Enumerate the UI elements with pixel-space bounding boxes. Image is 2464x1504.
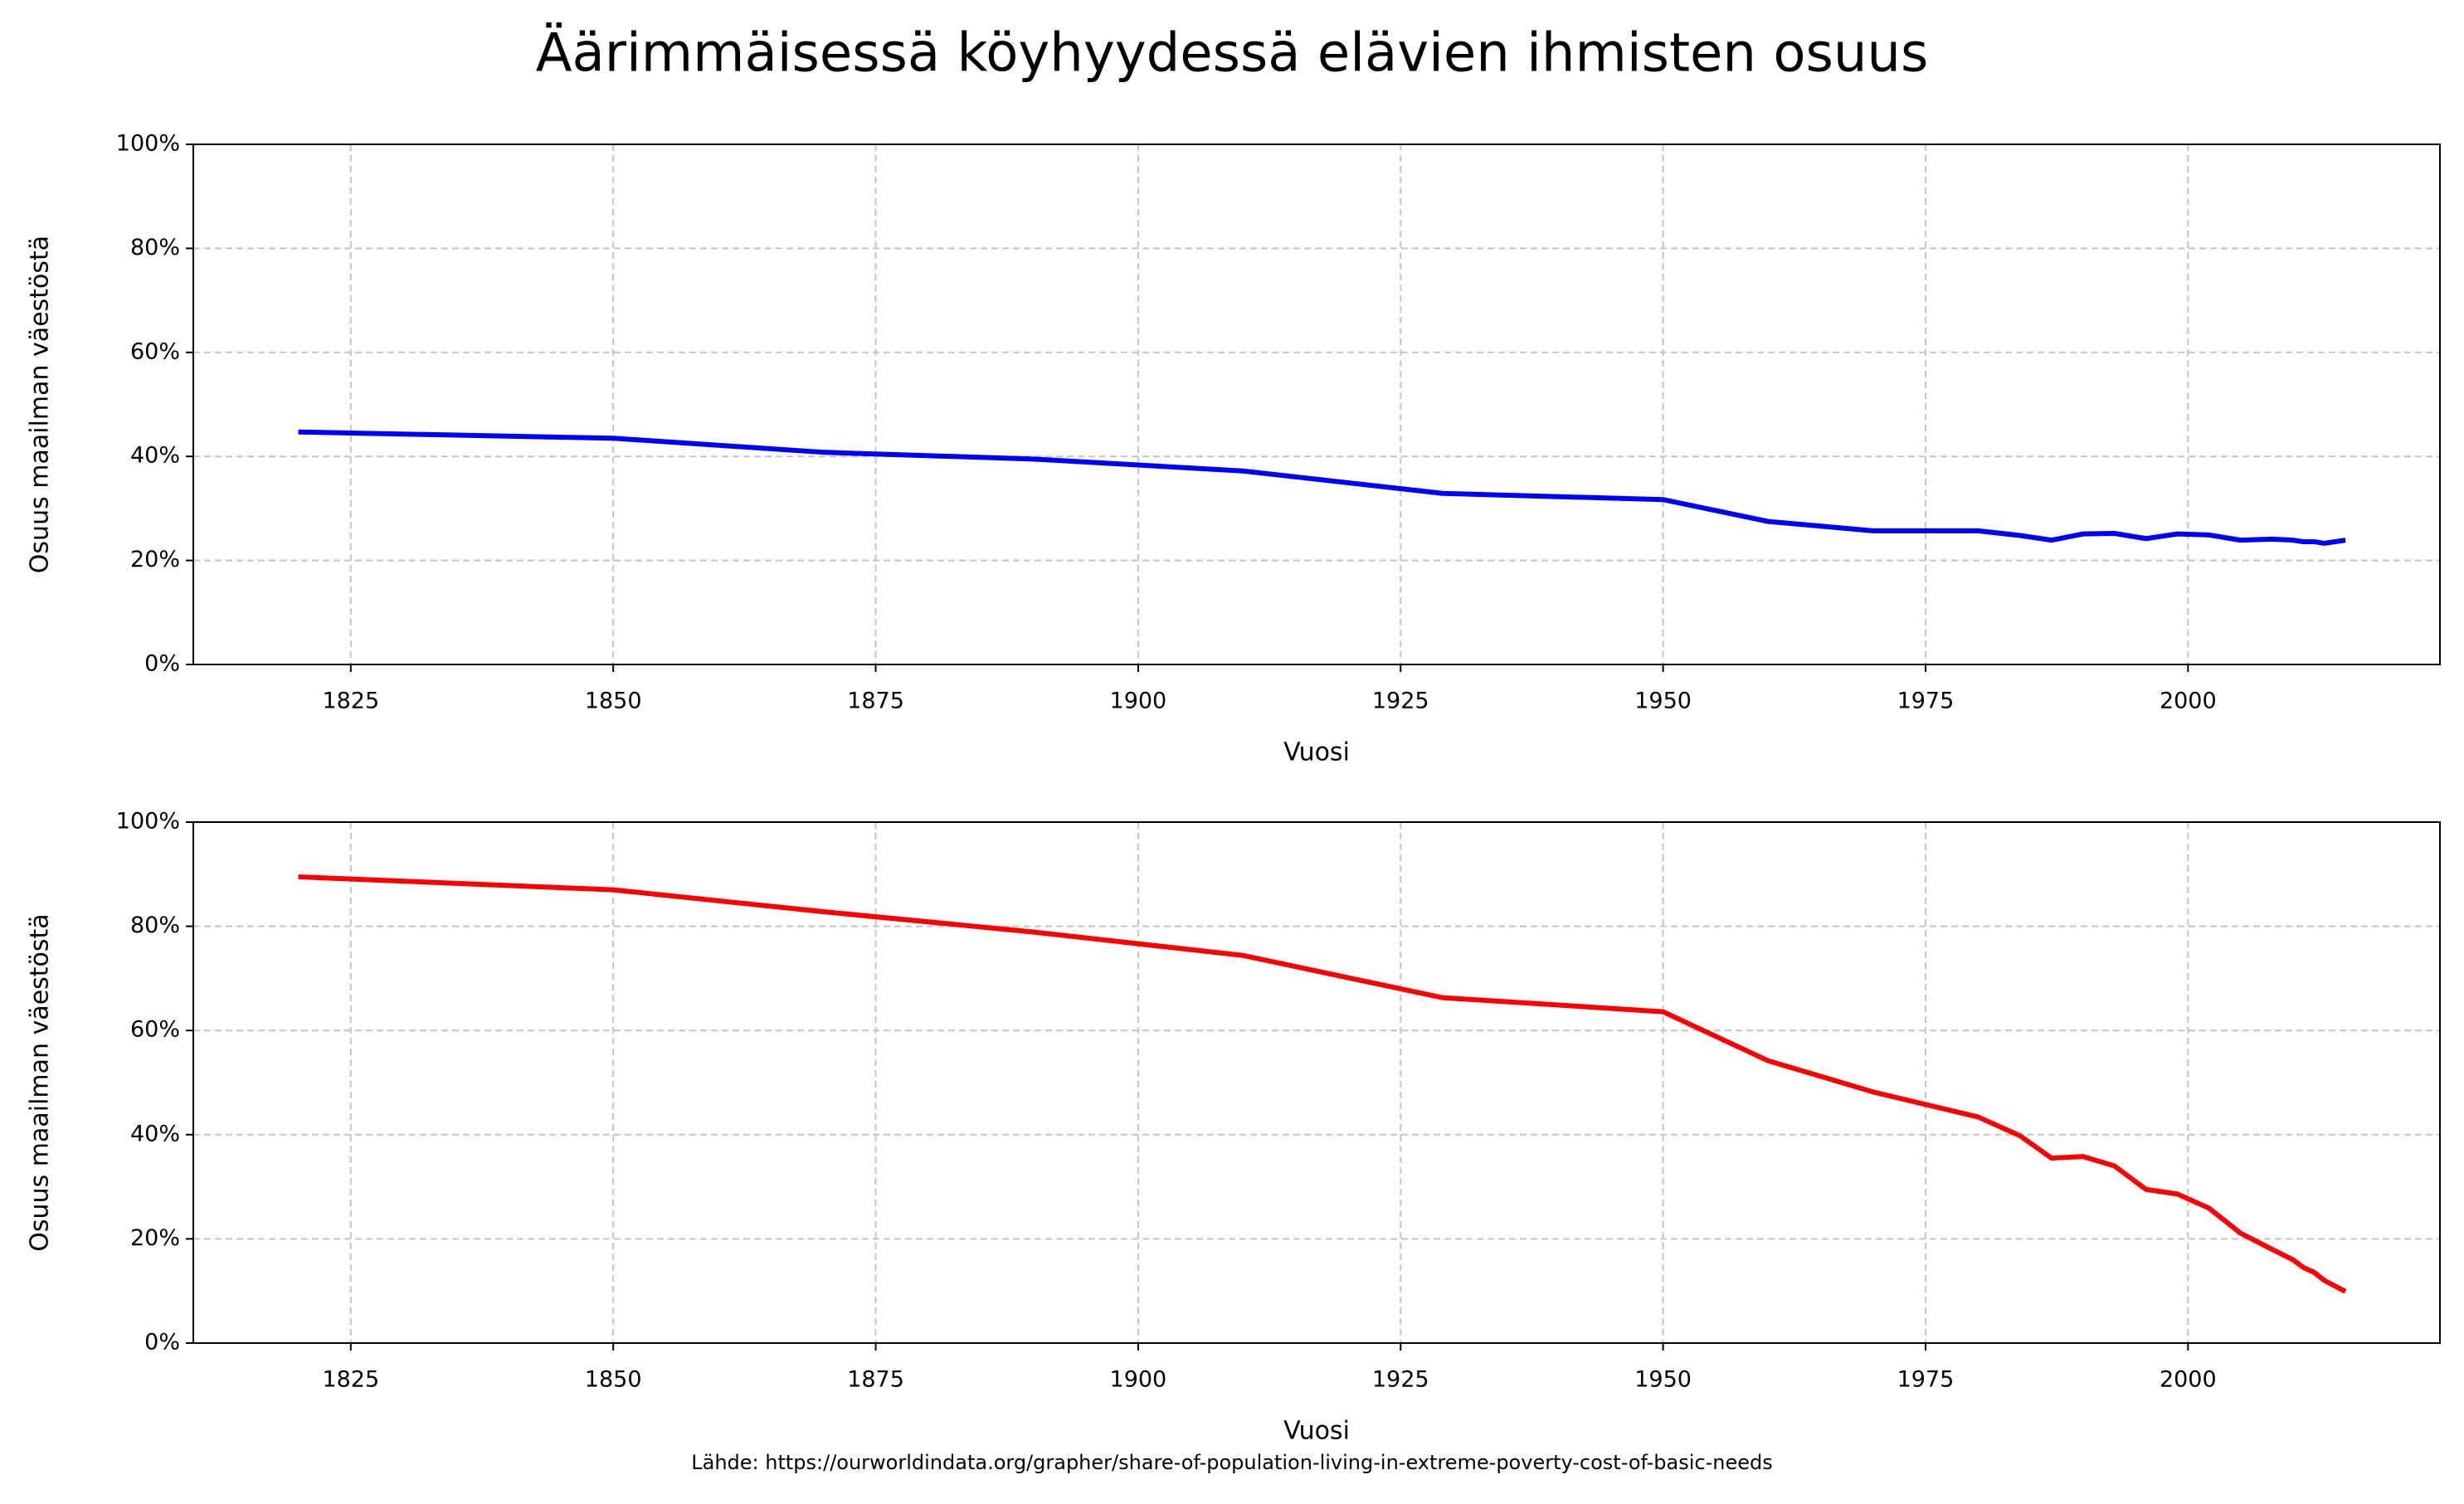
y-tick-label: 80% (130, 235, 180, 260)
axes-frame (192, 144, 2441, 665)
y-tick-label: 60% (130, 1017, 180, 1043)
y-axis-label: Osuus maailman väestöstä (26, 236, 55, 573)
y-tick-label: 40% (130, 1121, 180, 1146)
y-tick-label: 0% (144, 1330, 180, 1356)
x-tick-label: 1825 (322, 689, 379, 714)
x-tick-label: 1950 (1634, 689, 1692, 714)
y-tick-label: 20% (130, 547, 180, 572)
x-tick-label: 1825 (322, 1367, 379, 1393)
x-tick-label: 1875 (847, 1367, 904, 1393)
x-tick-label: 1850 (585, 689, 642, 714)
data-line (298, 874, 2347, 1294)
x-tick-label: 2000 (2160, 1367, 2217, 1393)
y-tick-label: 60% (130, 338, 180, 364)
x-tick-label: 1875 (847, 689, 904, 714)
x-tick-label: 1975 (1897, 689, 1955, 714)
data-line (298, 429, 2346, 546)
figure-title: Äärimmäisessä köyhyydessä elävien ihmist… (536, 22, 1929, 85)
source-note: Lähde: https://ourworldindata.org/graphe… (691, 1451, 1773, 1474)
x-tick-label: 1950 (1634, 1367, 1692, 1393)
y-tick-label: 80% (130, 913, 180, 938)
y-axis-label: Osuus maailman väestöstä (26, 913, 55, 1251)
x-tick-label: 1900 (1110, 689, 1167, 714)
x-tick-label: 1925 (1372, 1367, 1429, 1393)
axes-frame (192, 821, 2441, 1344)
x-tick-label: 1925 (1372, 689, 1429, 714)
x-axis-label: Vuosi (1283, 738, 1350, 767)
y-tick-label: 20% (130, 1225, 180, 1251)
x-tick-label: 2000 (2160, 689, 2217, 714)
y-tick-label: 100% (116, 131, 180, 157)
y-tick-label: 0% (144, 651, 180, 677)
y-tick-label: 100% (116, 809, 180, 835)
x-tick-label: 1975 (1897, 1367, 1955, 1393)
y-tick-label: 40% (130, 443, 180, 469)
x-tick-label: 1900 (1110, 1367, 1167, 1393)
x-axis-label: Vuosi (1283, 1417, 1350, 1446)
x-tick-label: 1850 (585, 1367, 642, 1393)
